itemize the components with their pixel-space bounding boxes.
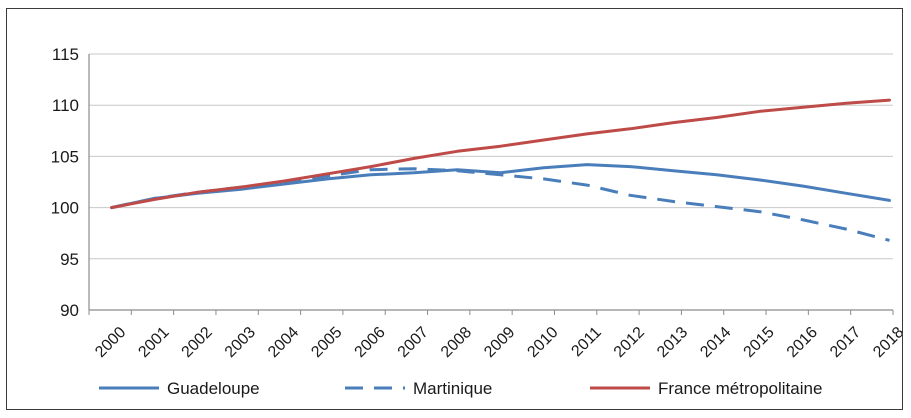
legend-label: France métropolitaine — [658, 379, 822, 398]
x-tick-label: 2005 — [308, 324, 345, 361]
x-tick-label: 2003 — [222, 324, 259, 361]
series-line-france-m-tropolitaine — [110, 98, 891, 210]
y-tick-label: 110 — [52, 96, 79, 115]
x-tick-label: 2018 — [870, 324, 902, 361]
x-tick-label: 2011 — [568, 324, 604, 360]
legend-label: Guadeloupe — [167, 379, 260, 398]
x-tick-label: 2002 — [179, 324, 216, 361]
x-tick-label: 2010 — [524, 324, 561, 361]
x-tick-label: 2004 — [265, 324, 302, 361]
legend: Guadeloupe Martinique France métropolitain… — [99, 379, 822, 398]
x-tick-label: 2017 — [827, 324, 864, 361]
y-axis-ticks: 90 95 100 105 110 115 — [51, 45, 79, 320]
gridlines — [89, 53, 893, 260]
x-axis — [88, 54, 894, 315]
series-lines — [110, 98, 891, 242]
x-axis-ticks: 2000 2001 2002 2003 2004 2005 2006 2007 2008 2009… — [92, 324, 907, 361]
x-tick-label: 2001 — [135, 324, 172, 361]
legend-label: Martinique — [413, 379, 492, 398]
series-line-guadeloupe — [110, 163, 891, 210]
chart-frame: 90 95 100 105 110 115 2000 2001 2002 2003 2004 200… — [6, 8, 908, 410]
x-tick-label: 2016 — [784, 324, 821, 361]
x-tick-label: 2012 — [611, 324, 648, 361]
y-tick-label: 105 — [51, 147, 79, 166]
x-tick-label: 2013 — [654, 324, 691, 361]
x-tick-label: 2015 — [741, 324, 778, 361]
x-tick-label: 2007 — [395, 324, 432, 361]
x-tick-label: 2009 — [481, 324, 518, 361]
x-tick-label: 2014 — [697, 324, 734, 361]
series-line-martinique — [111, 167, 890, 242]
y-tick-label: 90 — [60, 301, 79, 320]
x-tick-label: 2000 — [92, 324, 129, 361]
y-tick-label: 95 — [60, 250, 79, 269]
y-tick-label: 100 — [51, 199, 79, 218]
x-tick-label: 2008 — [438, 324, 475, 361]
y-tick-label: 115 — [52, 45, 79, 64]
x-tick-label: 2006 — [352, 324, 389, 361]
